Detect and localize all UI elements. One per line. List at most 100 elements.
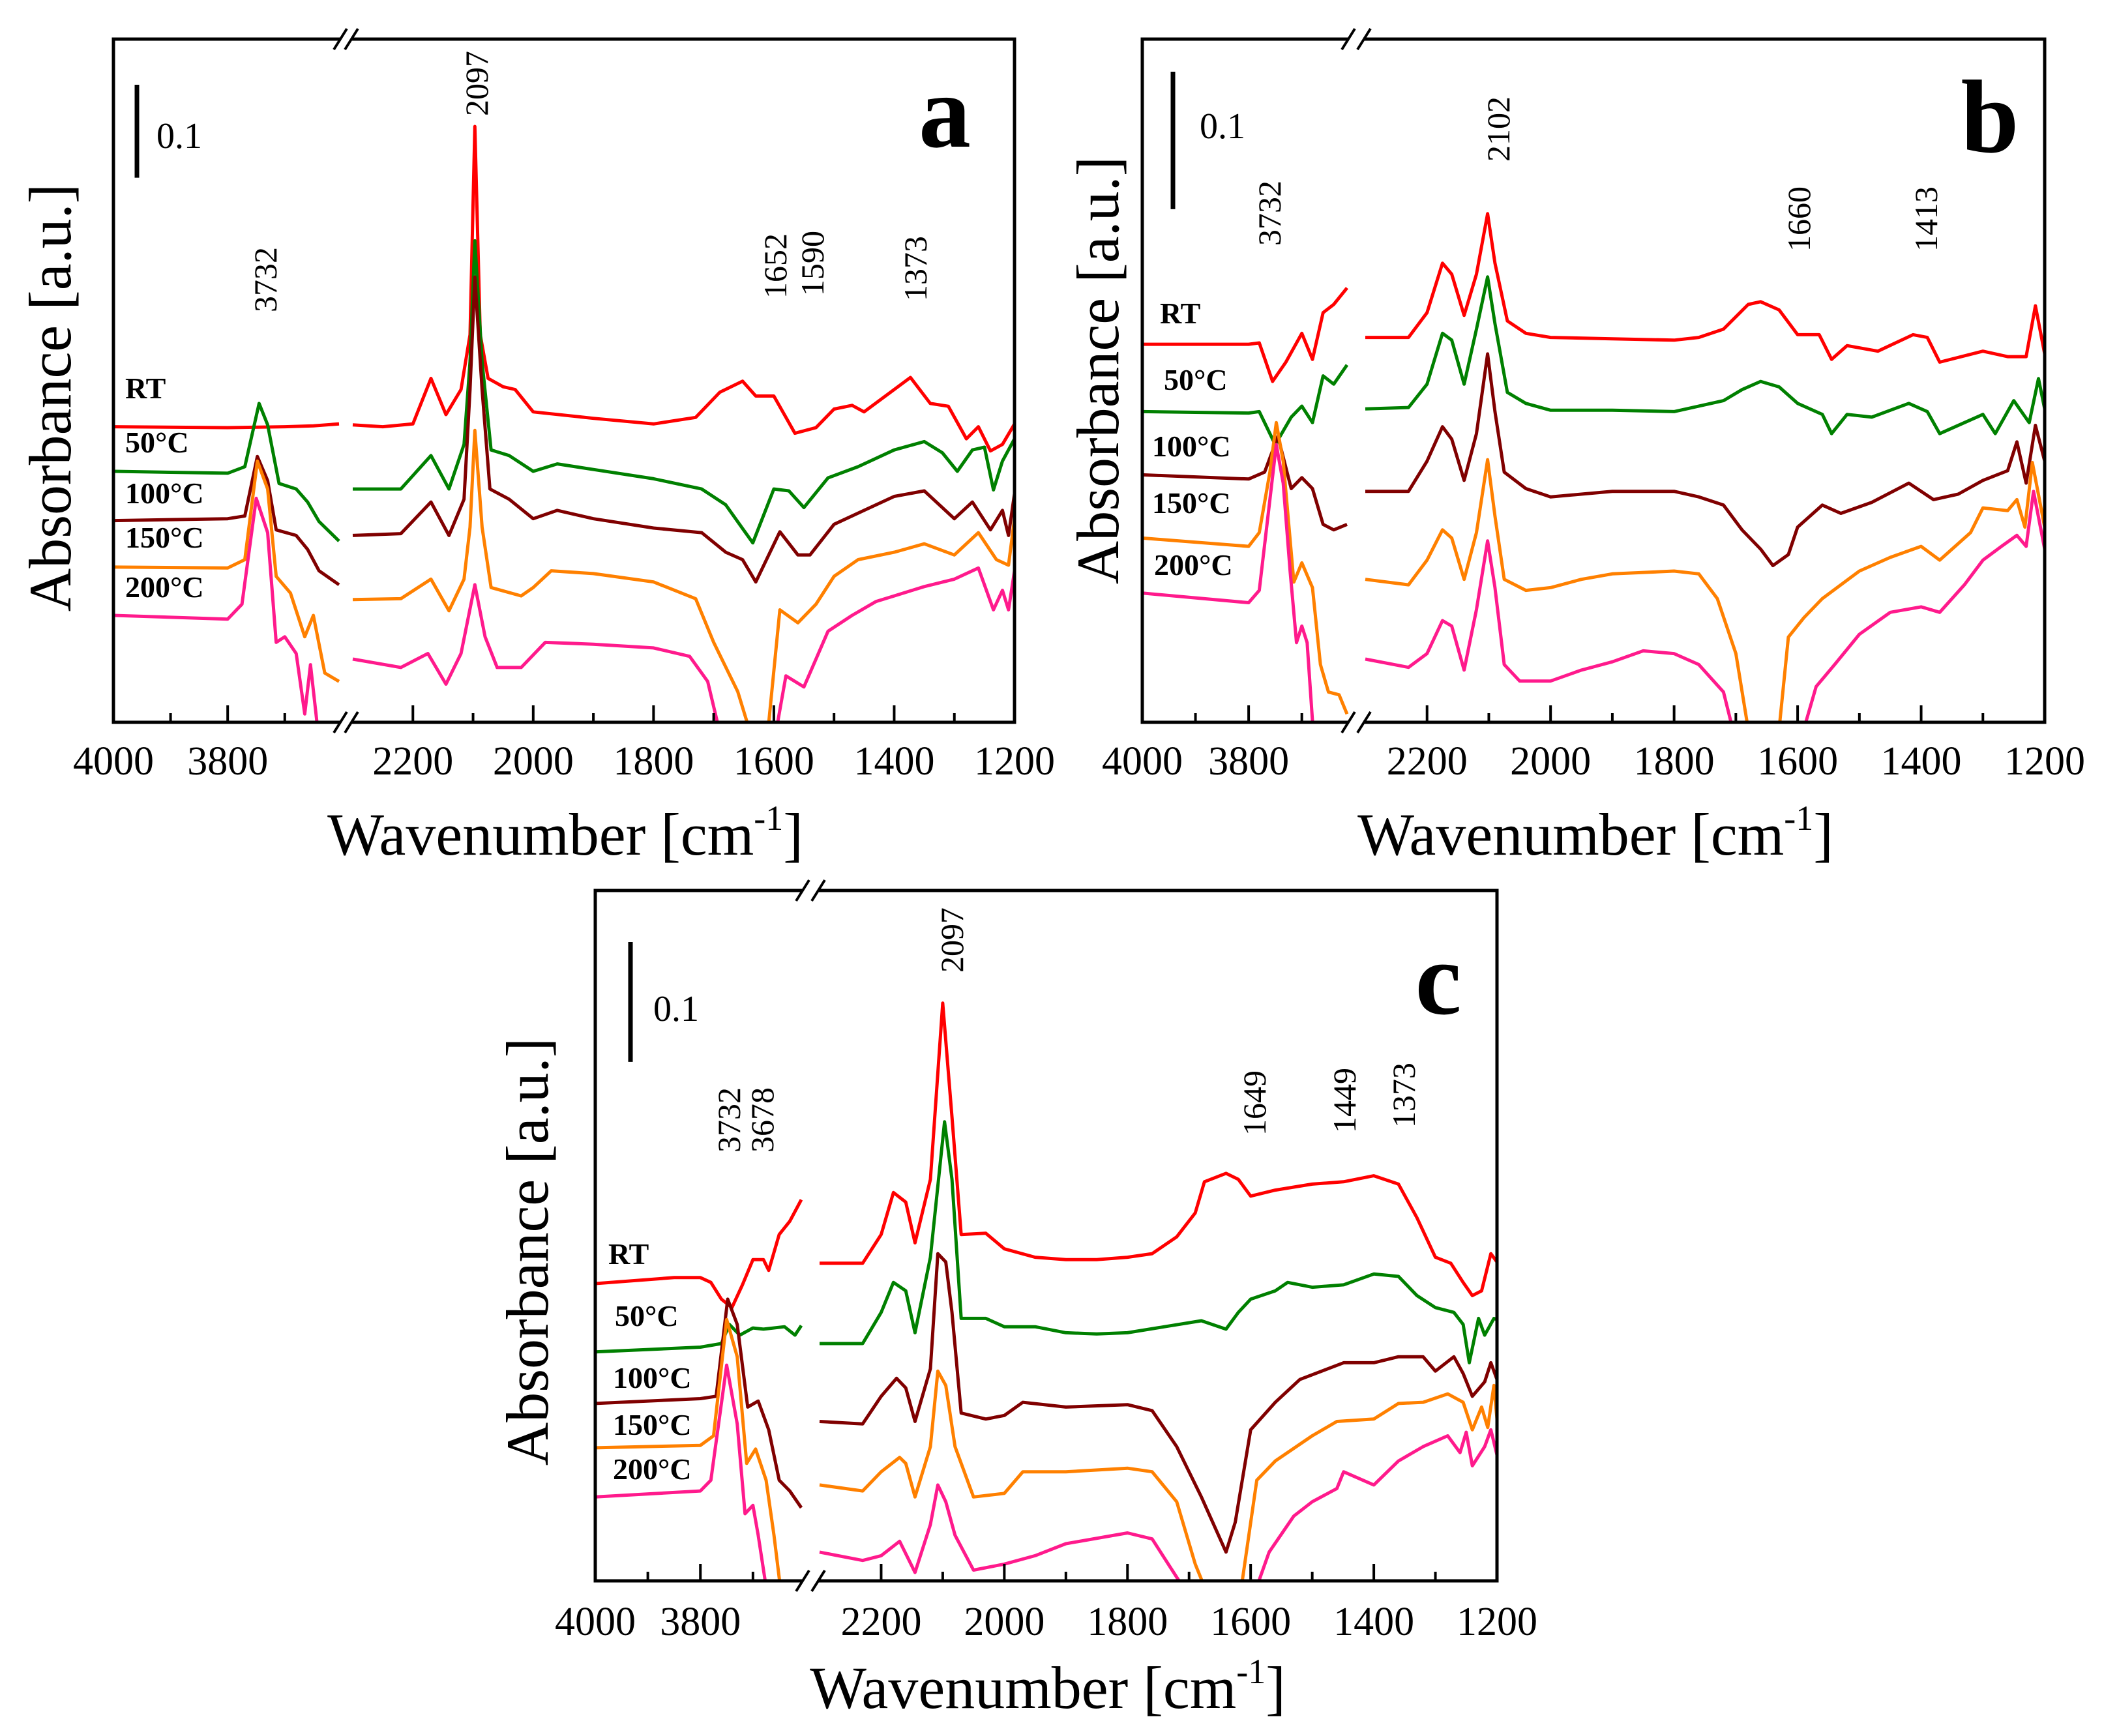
peak-annotation: 3678 — [744, 1087, 780, 1153]
peak-annotation: 1660 — [1781, 186, 1817, 252]
series-label: RT — [125, 372, 166, 405]
series-line-right — [352, 275, 1015, 584]
series-line-left — [1142, 364, 1349, 447]
series-100°C — [595, 1252, 1497, 1554]
series-label: 150°C — [1152, 486, 1231, 520]
series-150°C — [1142, 420, 2045, 722]
series-line-right — [1365, 212, 2045, 364]
series-line-right — [352, 125, 1015, 453]
x-tick-label: 1200 — [2004, 739, 2085, 784]
x-axis-title-main: Wavenumber [cm — [1357, 801, 1784, 868]
series-line-right — [820, 1120, 1497, 1364]
series-line-right — [1365, 352, 2045, 568]
series-150°C — [595, 1317, 1497, 1581]
scale-bar-label: 0.1 — [653, 989, 699, 1029]
series-line-left — [1142, 287, 1348, 383]
series-label: 200°C — [125, 570, 204, 604]
x-axis-title: Wavenumber [cm-1] — [810, 1652, 1286, 1721]
x-tick-label: 1400 — [1881, 739, 1962, 784]
x-tick-label: 1200 — [1457, 1600, 1537, 1644]
series-label: 200°C — [1154, 548, 1233, 581]
panel-letter: c — [1415, 920, 1461, 1037]
axis-break-mark — [1341, 711, 1356, 734]
series-label: 100°C — [613, 1361, 692, 1394]
plot-frame — [593, 889, 1499, 1583]
peak-annotation: 3732 — [247, 247, 284, 312]
series-RT — [595, 1001, 1497, 1310]
series-50°C — [1142, 275, 2045, 447]
axis-break-gap — [341, 718, 351, 726]
series-line-left — [1142, 420, 1349, 715]
x-tick-label: 1600 — [1757, 739, 1838, 784]
series-label: 50°C — [125, 426, 189, 459]
series-line-right — [352, 566, 1015, 722]
x-axis-title-sup: -1 — [754, 799, 783, 838]
axis-break-mark — [810, 879, 826, 902]
x-tick-label: 4000 — [1102, 739, 1183, 784]
axis-break-mark — [344, 27, 359, 51]
x-axis-title: Wavenumber [cm-1] — [327, 799, 803, 868]
x-axis-title-sup: -1 — [1784, 799, 1813, 838]
x-tick-label: 2000 — [964, 1600, 1045, 1644]
series-200°C — [595, 1363, 1497, 1581]
series-line-left — [113, 454, 340, 587]
y-axis-title: Absorbance [a.u.] — [1065, 156, 1131, 585]
series-50°C — [595, 1120, 1497, 1364]
series-RT — [1142, 212, 2045, 383]
axis-break-mark — [1356, 711, 1372, 734]
x-axis-title-end: ] — [783, 801, 803, 868]
series-line-right — [819, 1428, 1497, 1581]
series-label: RT — [1160, 297, 1200, 330]
axis-break-mark — [333, 27, 348, 51]
axis-break-mark — [333, 711, 348, 734]
peak-annotation: 1449 — [1326, 1068, 1363, 1133]
axis-break-mark — [1356, 27, 1372, 51]
x-axis-title-main: Wavenumber [cm — [327, 801, 754, 868]
series-150°C — [113, 428, 1015, 722]
series-label: 150°C — [125, 521, 204, 554]
series-label: 50°C — [615, 1299, 679, 1332]
series-label: 100°C — [1152, 430, 1231, 463]
peak-annotation: 1649 — [1236, 1070, 1273, 1136]
peak-annotation: 2102 — [1480, 96, 1517, 162]
axis-break-mark — [795, 1569, 810, 1593]
series-label: RT — [608, 1237, 649, 1271]
y-axis-title: Absorbance [a.u.] — [494, 1038, 561, 1466]
x-tick-label: 1800 — [1634, 739, 1715, 784]
axis-break-gap — [803, 1577, 818, 1585]
series-line-left — [113, 496, 319, 722]
series-label: 50°C — [1164, 363, 1228, 396]
peak-annotation: 1373 — [1385, 1063, 1422, 1128]
scale-bar-label: 0.1 — [156, 116, 202, 156]
x-tick-label: 4000 — [73, 739, 154, 784]
x-tick-label: 1200 — [974, 739, 1055, 784]
peak-annotation: 1652 — [757, 233, 793, 299]
axis-break-mark — [810, 1569, 826, 1593]
x-tick-label: 1600 — [733, 739, 814, 784]
series-line-left — [595, 1363, 767, 1581]
series-200°C — [1142, 443, 2045, 722]
peak-annotation: 1373 — [897, 236, 934, 301]
x-tick-label: 2000 — [1510, 739, 1591, 784]
x-tick-label: 3800 — [1208, 739, 1289, 784]
peak-annotation: 3732 — [711, 1087, 747, 1153]
axis-break-mark — [795, 879, 810, 902]
x-axis-title-end: ] — [1266, 1655, 1286, 1721]
series-RT — [113, 125, 1015, 453]
series-line-left — [1142, 443, 1314, 722]
x-tick-label: 2200 — [840, 1600, 921, 1644]
y-axis-title: Absorbance [a.u.] — [17, 184, 83, 612]
x-tick-label: 3800 — [660, 1600, 741, 1644]
x-tick-label: 1800 — [613, 739, 694, 784]
series-line-left — [595, 1323, 803, 1354]
panel-b: RT 50°C 100°C 150°C 200°C 4000 3800 2200 2000 180… — [1065, 27, 2085, 868]
series-line-left — [113, 459, 340, 683]
series-line-left — [595, 1199, 803, 1310]
series-line-right — [1365, 275, 2045, 435]
x-axis-title-end: ] — [1813, 801, 1833, 868]
plot-frame — [111, 37, 1016, 724]
x-tick-label: 1400 — [1333, 1600, 1414, 1644]
axis-break-gap — [341, 35, 351, 43]
series-label: 200°C — [613, 1452, 692, 1486]
